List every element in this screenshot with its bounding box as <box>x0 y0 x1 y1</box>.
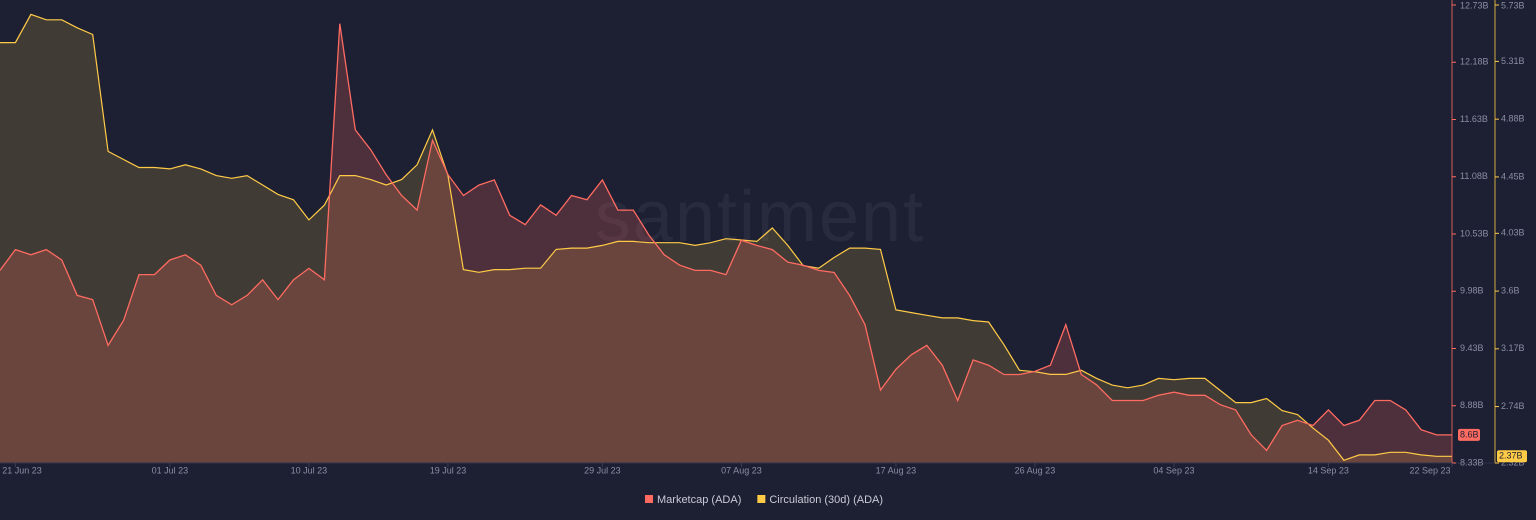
x-tick-label: 19 Jul 23 <box>430 465 467 475</box>
x-tick-label: 14 Sep 23 <box>1308 465 1349 475</box>
last-value-badge <box>1497 450 1527 463</box>
line <box>0 23 1452 452</box>
y2-tick-label: 2.32B <box>1501 457 1525 467</box>
y-tick-label: 8.33B <box>1460 457 1484 467</box>
y2-tick-label: 3.6B <box>1501 285 1520 295</box>
last-value-label: 2.37B <box>1499 451 1523 461</box>
y2-tick-label: 5.73B <box>1501 0 1525 10</box>
x-tick-label: 07 Aug 23 <box>721 465 762 475</box>
x-tick-label: 04 Sep 23 <box>1153 465 1194 475</box>
area <box>0 23 1452 463</box>
y-tick-label: 11.63B <box>1460 114 1488 124</box>
legend-swatch <box>757 495 766 503</box>
y-tick-label: 9.98B <box>1460 286 1484 296</box>
y2-tick-label: 4.03B <box>1501 228 1525 238</box>
x-tick-label: 29 Jul 23 <box>584 465 621 475</box>
y-tick-label: 9.43B <box>1460 343 1484 353</box>
y-tick-label: 10.53B <box>1460 228 1489 238</box>
line <box>0 13 1452 462</box>
x-tick-label: 21 Jun 23 <box>2 465 42 475</box>
x-tick-label: 01 Jul 23 <box>152 465 189 475</box>
y2-tick-label: 3.17B <box>1501 343 1525 353</box>
legend-label: Marketcap (ADA) <box>657 494 741 506</box>
y2-tick-label: 2.74B <box>1501 401 1525 411</box>
y-tick-label: 12.18B <box>1460 57 1489 67</box>
y2-tick-label: 4.88B <box>1501 114 1525 124</box>
legend-swatch <box>645 495 653 503</box>
y2-tick-label: 4.45B <box>1501 171 1525 181</box>
last-value-badge <box>1458 428 1480 441</box>
legend-label: Circulation (30d) (ADA) <box>769 494 883 506</box>
x-tick-label: 10 Jul 23 <box>291 465 328 475</box>
x-tick-label: 26 Aug 23 <box>1015 465 1056 475</box>
y-tick-label: 11.08B <box>1460 171 1488 181</box>
y2-tick-label: 5.31B <box>1501 56 1525 66</box>
last-value-label: 8.6B <box>1460 429 1479 439</box>
y-tick-label: 8.88B <box>1460 400 1484 410</box>
x-tick-label: 17 Aug 23 <box>876 465 917 475</box>
x-tick-label: 22 Sep 23 <box>1409 465 1450 475</box>
watermark: santiment <box>595 177 925 257</box>
y-tick-label: 12.73B <box>1460 0 1489 10</box>
